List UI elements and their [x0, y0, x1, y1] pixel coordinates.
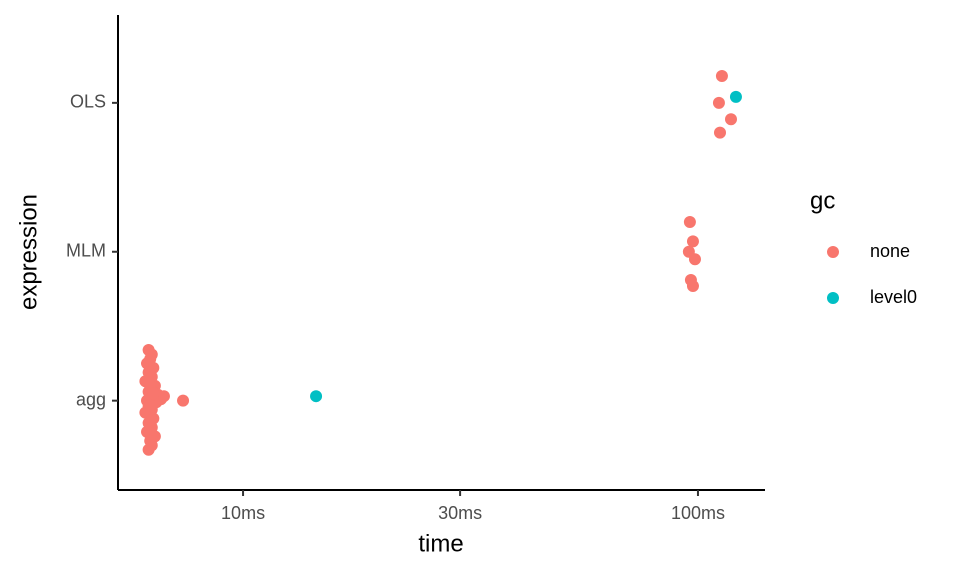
point: [147, 387, 160, 400]
legend-label: level0: [870, 287, 917, 307]
point: [729, 90, 742, 103]
point: [686, 235, 699, 248]
point: [712, 96, 725, 109]
legend-label: none: [870, 241, 910, 261]
point: [713, 126, 726, 139]
point: [683, 215, 696, 228]
point: [686, 280, 699, 293]
legend-swatch: [827, 292, 839, 304]
point: [177, 394, 190, 407]
legend-title: gc: [810, 187, 835, 214]
point: [145, 414, 158, 427]
y-tick-label: OLS: [70, 92, 106, 112]
x-axis-title: time: [418, 530, 463, 557]
x-tick-label: 30ms: [438, 503, 482, 523]
point: [688, 253, 701, 266]
y-tick-label: agg: [76, 389, 106, 409]
legend-swatch: [827, 246, 839, 258]
y-tick-label: MLM: [66, 241, 106, 261]
point: [310, 390, 323, 403]
point: [144, 399, 157, 412]
point: [142, 443, 155, 456]
point: [157, 390, 170, 403]
point: [715, 70, 728, 83]
x-tick-label: 10ms: [221, 503, 265, 523]
point: [724, 113, 737, 126]
y-axis-title: expression: [15, 194, 42, 310]
point: [142, 376, 155, 389]
x-tick-label: 100ms: [671, 503, 725, 523]
